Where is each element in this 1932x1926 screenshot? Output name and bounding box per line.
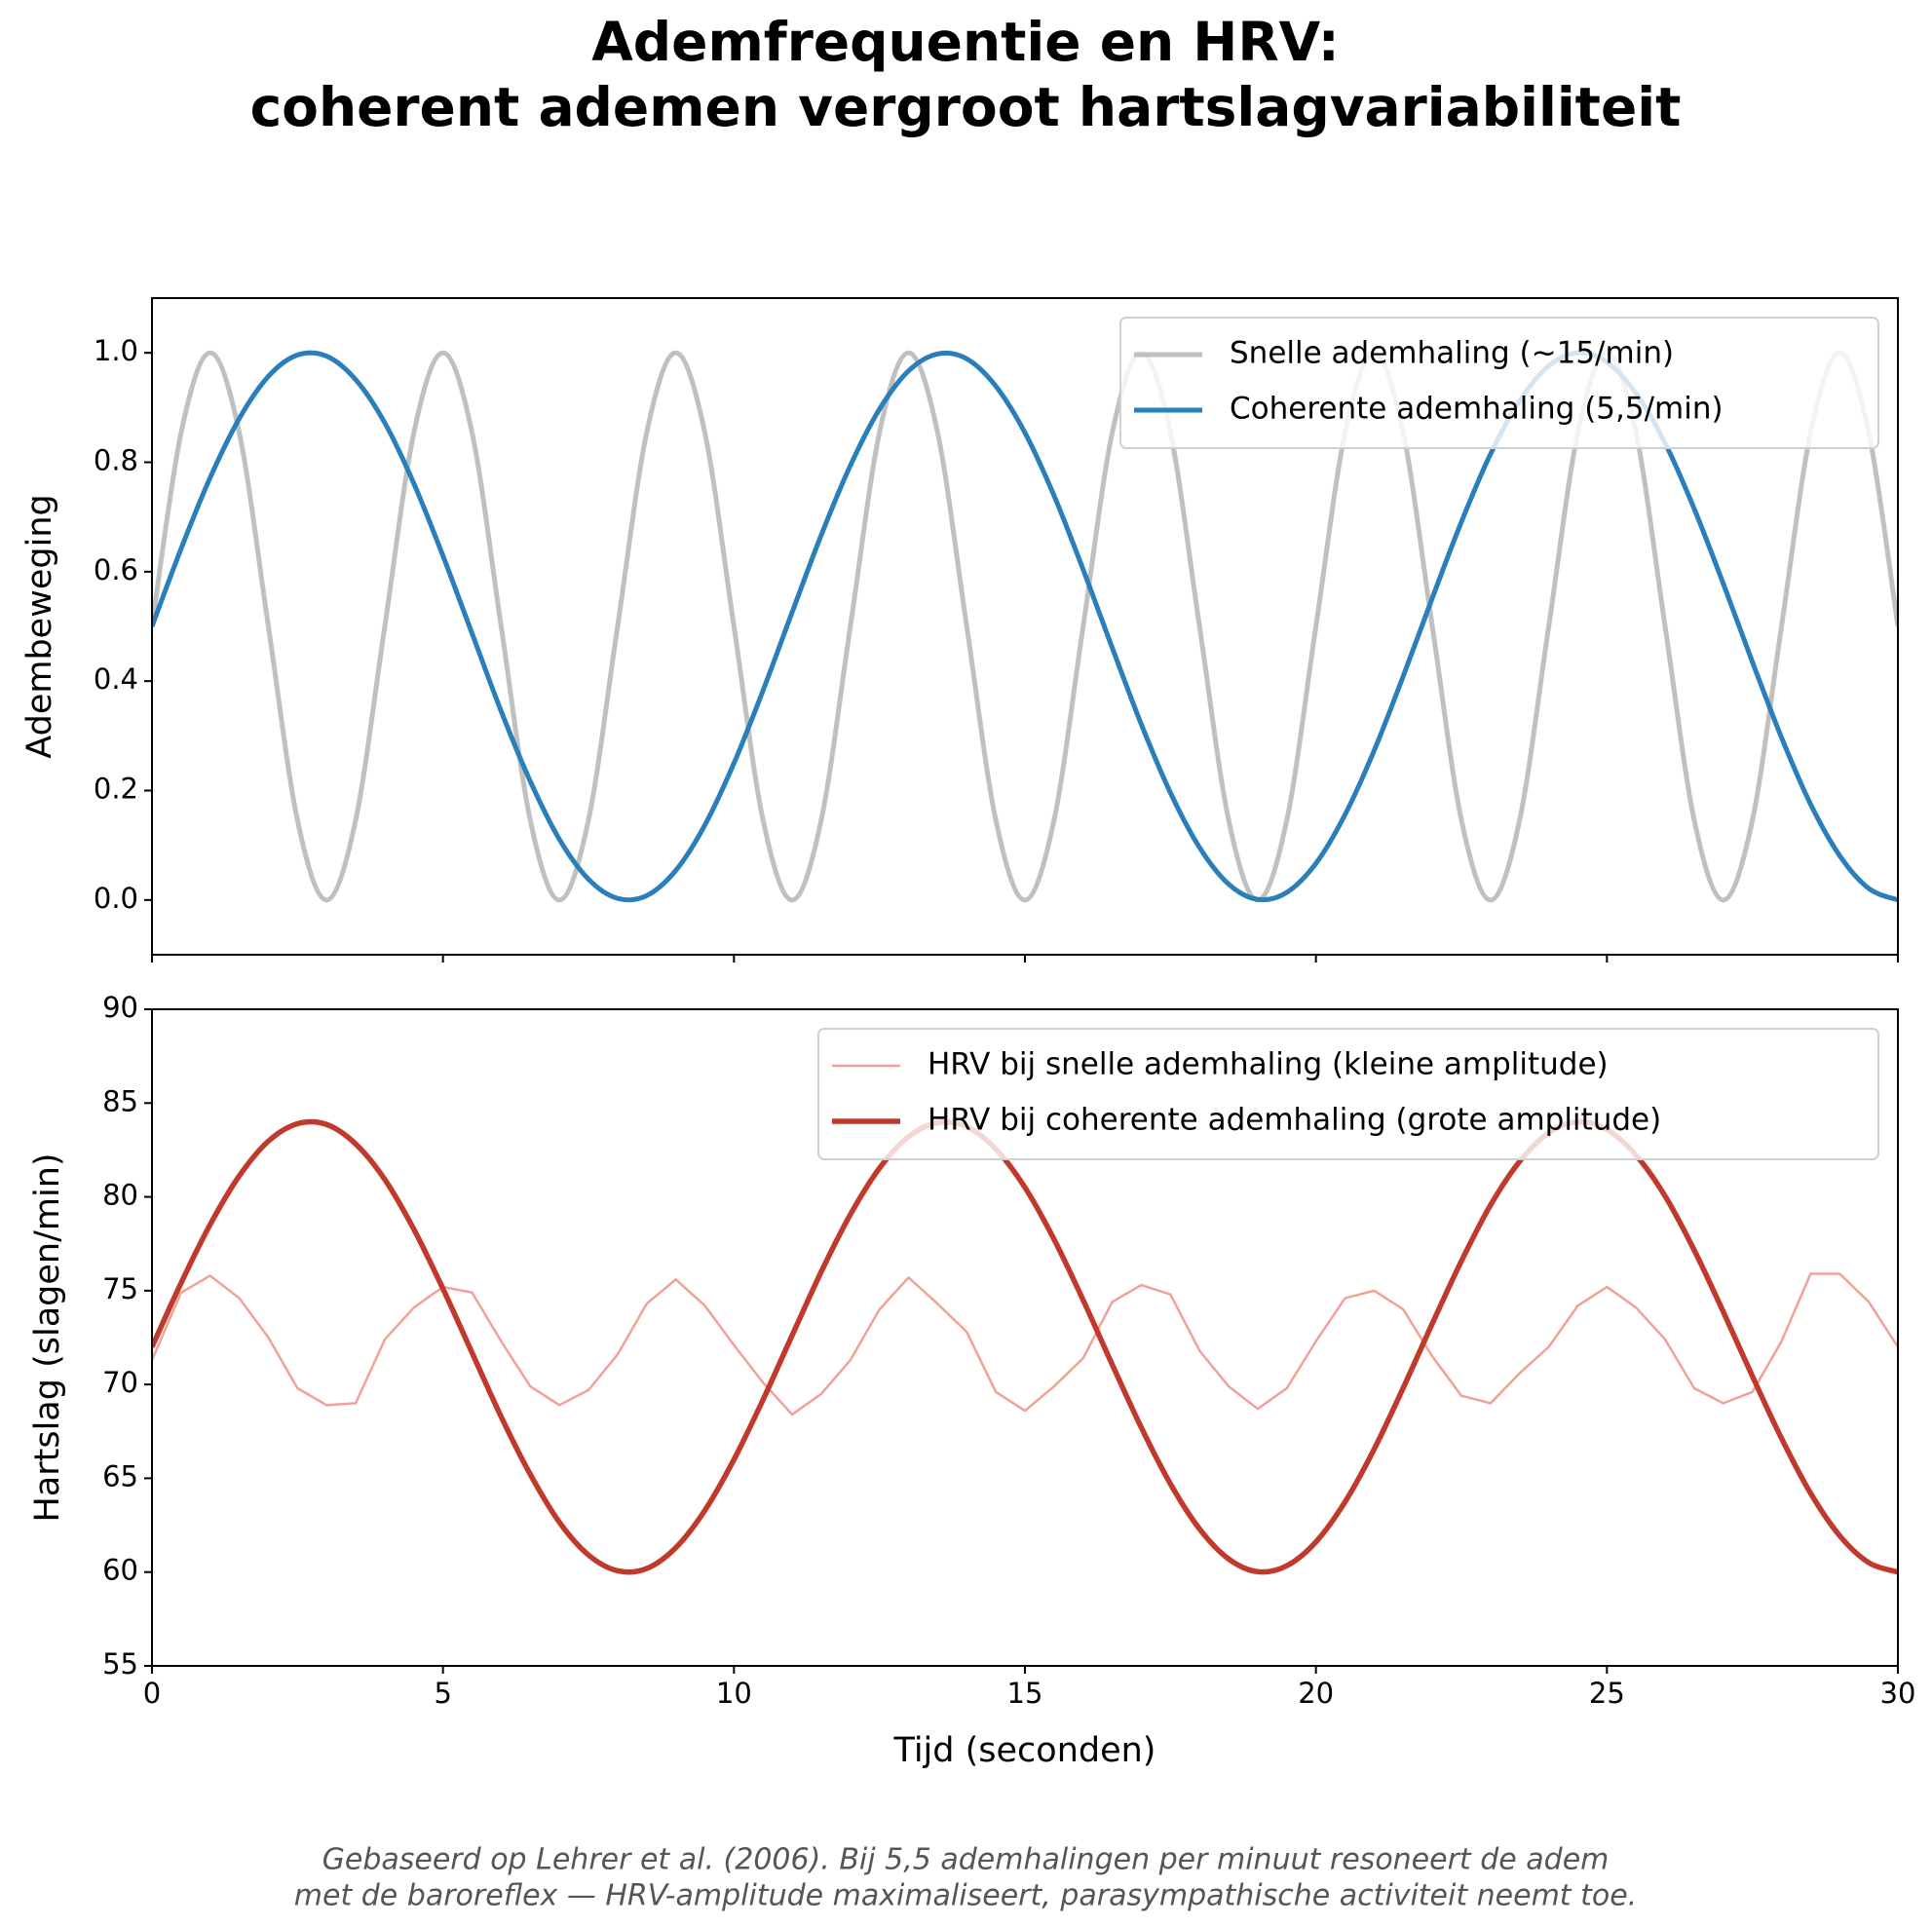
y-tick-label: 0.0	[94, 882, 138, 915]
x-tick-label: 5	[434, 1677, 451, 1710]
title: coherent ademen vergroot hartslagvariabi…	[250, 76, 1682, 138]
legend-label: HRV bij snelle ademhaling (kleine amplit…	[928, 1047, 1609, 1082]
x-tick-label: 25	[1589, 1677, 1625, 1710]
x-tick-label: 10	[716, 1677, 752, 1710]
y-tick-label: 0.4	[94, 662, 138, 696]
y-tick-label: 65	[102, 1459, 138, 1492]
x-tick-label: 0	[143, 1677, 161, 1710]
y-tick-label: 90	[102, 991, 138, 1024]
x-tick-label: 30	[1880, 1677, 1916, 1710]
x-tick-label: 15	[1007, 1677, 1043, 1710]
y-tick-label: 0.2	[94, 773, 138, 806]
y-tick-label: 55	[102, 1647, 138, 1681]
y-axis-label: Adembeweging	[20, 494, 59, 758]
x-tick-label: 20	[1298, 1677, 1334, 1710]
legend-box	[817, 1028, 1879, 1160]
y-tick-label: 85	[102, 1084, 138, 1117]
legend-label: HRV bij coherente ademhaling (grote ampl…	[928, 1103, 1661, 1138]
legend-label: Snelle ademhaling (~15/min)	[1230, 336, 1674, 371]
y-axis-label: Hartslag (slagen/min)	[28, 1152, 67, 1522]
axes-frame	[151, 297, 1899, 956]
y-tick-label: 60	[102, 1554, 138, 1587]
legend-label: Coherente ademhaling (5,5/min)	[1230, 392, 1724, 427]
y-tick-label: 0.6	[94, 553, 138, 586]
x-axis-label: Tijd (seconden)	[893, 1731, 1156, 1770]
y-tick-label: 1.0	[94, 334, 138, 367]
series-line	[152, 1272, 1898, 1416]
y-tick-label: 70	[102, 1366, 138, 1399]
series-line	[152, 1118, 1898, 1575]
y-tick-label: 0.8	[94, 444, 138, 477]
footnote: Gebaseerd op Lehrer et al. (2006). Bij 5…	[322, 1843, 1610, 1877]
y-tick-label: 75	[102, 1272, 138, 1305]
footnote: met de baroreflex — HRV-amplitude maxima…	[294, 1879, 1637, 1913]
y-tick-label: 80	[102, 1179, 138, 1212]
axes-frame	[151, 1008, 1899, 1667]
legend-box	[1119, 317, 1879, 449]
title: Ademfrequentie en HRV:	[591, 11, 1340, 73]
